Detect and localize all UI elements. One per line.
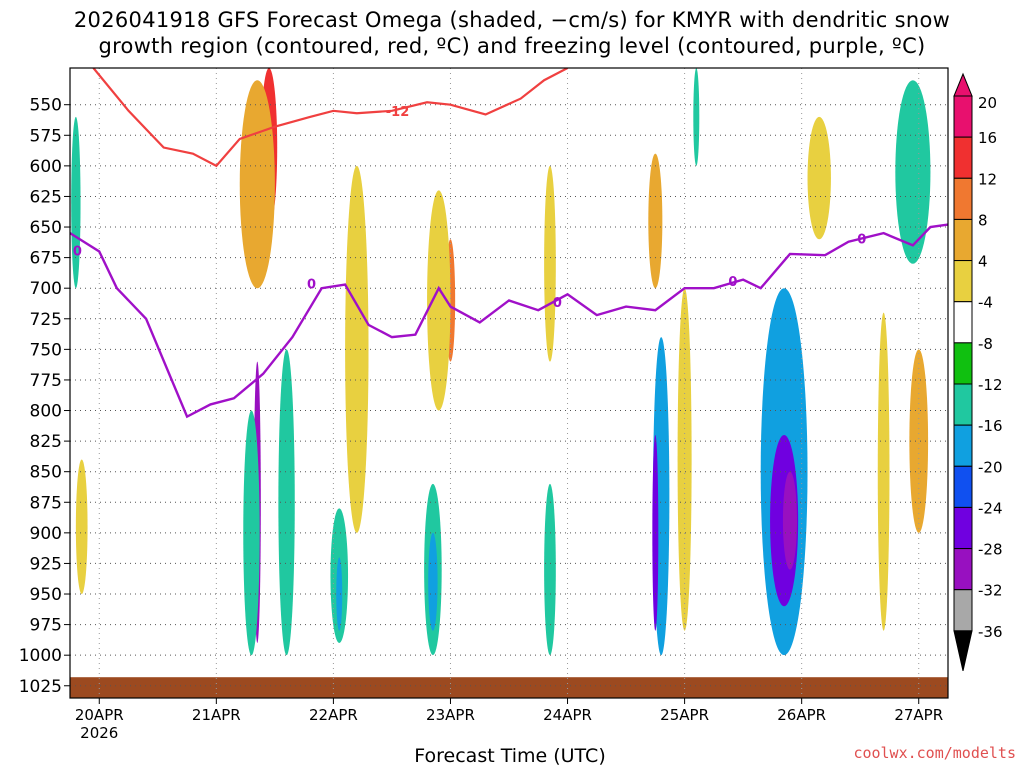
y-tick-label: 850 (30, 463, 62, 483)
chart-title-line-2: growth region (contoured, red, ºC) and f… (98, 34, 926, 58)
y-tick-label: 550 (30, 96, 62, 116)
freezing-level-label: 0 (728, 275, 737, 290)
freezing-level-label: 0 (307, 278, 316, 293)
colorbar-label: -16 (978, 417, 1003, 435)
y-tick-label: 1000 (19, 646, 62, 666)
x-tick-label: 20APR (75, 706, 124, 724)
colorbar-segment (953, 589, 973, 632)
freezing-level-label: 0 (857, 232, 866, 247)
y-tick-label: 650 (30, 218, 62, 238)
y-tick-label: 775 (30, 371, 62, 391)
colorbar-bottom-arrow (953, 630, 973, 671)
colorbar-segment (953, 136, 973, 179)
colorbar-label: -24 (978, 499, 1003, 517)
y-tick-label: 675 (30, 249, 62, 269)
x-axis-title: Forecast Time (UTC) (414, 745, 606, 767)
dgz-contour-label: -12 (386, 105, 410, 120)
y-tick-label: 825 (30, 432, 62, 452)
colorbar-label: -4 (978, 294, 993, 312)
y-tick-label: 950 (30, 585, 62, 605)
colorbar-segment (953, 548, 973, 591)
colorbar-segment (953, 383, 973, 426)
colorbar-segment (953, 506, 973, 550)
y-tick-label: 875 (30, 493, 62, 513)
y-tick-label: 575 (30, 126, 62, 146)
colorbar-segment (953, 424, 973, 467)
y-tick-label: 625 (30, 187, 62, 207)
colorbar-label: 8 (978, 211, 988, 229)
y-tick-label: 700 (30, 279, 62, 299)
y-tick-label: 900 (30, 524, 62, 544)
colorbar-segment (953, 177, 973, 220)
freezing-level-label: 0 (73, 244, 82, 259)
y-tick-label: 750 (30, 340, 62, 360)
y-tick-label: 725 (30, 310, 62, 330)
x-tick-label: 27APR (894, 706, 943, 724)
colorbar-label: 12 (978, 170, 997, 188)
omega-cell (544, 165, 556, 362)
x-tick-label: 25APR (660, 706, 709, 724)
colorbar-segment (953, 342, 973, 385)
x-tick-label: 22APR (309, 706, 358, 724)
omega-cell (75, 459, 88, 595)
y-tick-label: 1025 (19, 677, 62, 697)
x-tick-label: 21APR (192, 706, 241, 724)
colorbar-label: -12 (978, 376, 1003, 394)
omega-cell (71, 116, 81, 289)
omega-cell (239, 80, 275, 289)
credit-text: coolwx.com/modelts (853, 744, 1016, 762)
plot-frame (69, 67, 949, 699)
omega-cell (544, 483, 556, 656)
colorbar-top-arrow (953, 72, 973, 97)
colorbar-segment (953, 260, 973, 303)
chart-title-line-1: 2026041918 GFS Forecast Omega (shaded, −… (73, 8, 951, 32)
colorbar-label: 16 (978, 129, 997, 147)
omega-cell (693, 68, 700, 166)
freezing-level-label: 0 (553, 296, 562, 311)
colorbar-label: -28 (978, 541, 1003, 559)
omega-cell (909, 349, 929, 533)
omega-cell (677, 288, 692, 631)
omega-cell (895, 80, 931, 264)
colorbar-label: -20 (978, 458, 1003, 476)
colorbar-segment (953, 465, 973, 508)
x-tick-label: 23APR (426, 706, 475, 724)
freezing-level-line (70, 223, 948, 419)
y-tick-label: 925 (30, 554, 62, 574)
omega-cell (427, 190, 451, 411)
colorbar-label: -8 (978, 335, 993, 353)
omega-cell (428, 532, 438, 631)
colorbar-segment (953, 95, 973, 138)
omega-cell (336, 557, 343, 631)
colorbar-label: -36 (978, 623, 1003, 641)
y-tick-label: 975 (30, 616, 62, 636)
omega-cell (782, 471, 797, 570)
omega-cell (807, 116, 831, 240)
omega-cell (877, 312, 890, 631)
x-tick-label: 24APR (543, 706, 592, 724)
terrain-band (70, 677, 948, 698)
y-tick-label: 800 (30, 402, 62, 422)
y-tick-label: 600 (30, 157, 62, 177)
dgz-contour-line (92, 68, 569, 168)
colorbar-label: 4 (978, 253, 988, 271)
colorbar-label: 20 (978, 94, 997, 112)
x-tick-sublabel: 2026 (80, 724, 118, 742)
colorbar-segment (953, 301, 973, 344)
omega-cell (648, 153, 663, 289)
colorbar-label: -32 (978, 582, 1003, 600)
colorbar-segment (953, 218, 973, 262)
omega-cell (278, 349, 295, 656)
x-tick-label: 26APR (777, 706, 826, 724)
